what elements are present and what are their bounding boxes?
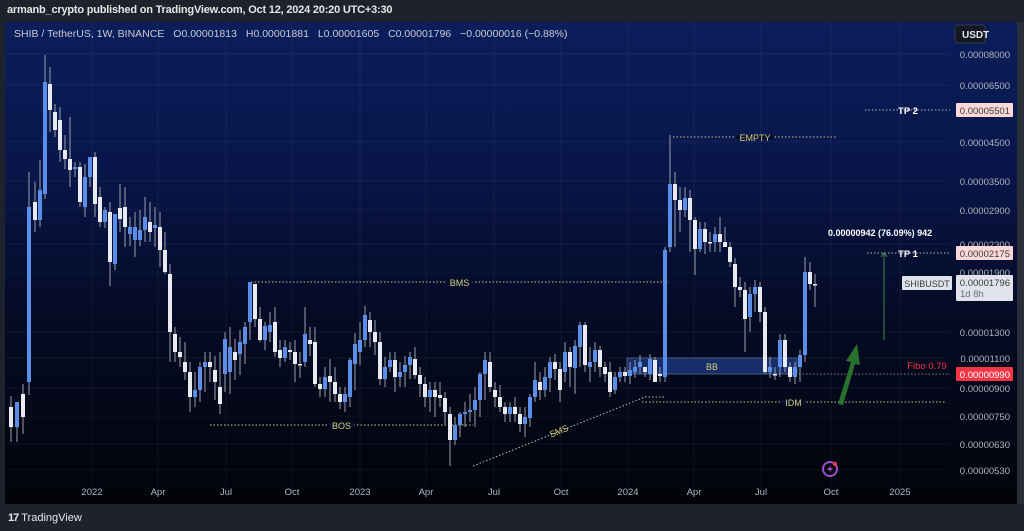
annotations-lines bbox=[210, 109, 950, 467]
tradingview-logo[interactable]: 17 TradingView bbox=[8, 512, 82, 524]
svg-text:0.00001300: 0.00001300 bbox=[960, 328, 1010, 339]
svg-text:0.00000750: 0.00000750 bbox=[960, 412, 1010, 423]
svg-text:2025: 2025 bbox=[889, 487, 910, 498]
svg-text:2024: 2024 bbox=[617, 487, 638, 498]
right-edge bbox=[1017, 22, 1024, 504]
svg-text:0.00000900: 0.00000900 bbox=[960, 384, 1010, 395]
svg-text:0.00001796: 0.00001796 bbox=[960, 278, 1010, 289]
svg-text:0.00008000: 0.00008000 bbox=[960, 50, 1010, 61]
symbol-legend: SHIB / TetherUS, 1W, BINANCE O0.00001813… bbox=[14, 28, 574, 40]
svg-text:Jul: Jul bbox=[220, 487, 232, 498]
svg-text:0.00000530: 0.00000530 bbox=[960, 466, 1010, 477]
grid-lines bbox=[5, 22, 950, 492]
svg-text:Oct: Oct bbox=[824, 487, 839, 498]
annotation-bms: BMS bbox=[450, 278, 470, 288]
svg-text:0.00006500: 0.00006500 bbox=[960, 81, 1010, 92]
candles bbox=[9, 55, 817, 466]
lightning-icon[interactable] bbox=[822, 461, 838, 477]
legend-symbol[interactable]: SHIB / TetherUS, 1W, BINANCE bbox=[14, 28, 165, 40]
svg-text:0.00005501: 0.00005501 bbox=[960, 106, 1010, 117]
svg-text:0.00001900: 0.00001900 bbox=[960, 268, 1010, 279]
svg-text:0.00002175: 0.00002175 bbox=[960, 249, 1010, 260]
legend-open: O0.00001813 bbox=[173, 28, 237, 40]
svg-text:Apr: Apr bbox=[687, 487, 702, 498]
legend-low: L0.00001605 bbox=[317, 28, 380, 40]
measure-label: 0.00000942 (76.09%) 942 bbox=[828, 228, 932, 238]
svg-text:TP 2: TP 2 bbox=[898, 106, 918, 117]
annotation-empty: EMPTY bbox=[739, 133, 770, 143]
annotation-bb: BB bbox=[706, 362, 718, 372]
chart-pane[interactable]: EMPTY BMS BOS IDM SMS BB 0.00000942 (76.09%) 9… bbox=[5, 22, 1017, 504]
svg-text:USDT: USDT bbox=[962, 30, 989, 41]
svg-text:Apr: Apr bbox=[151, 487, 166, 498]
publisher-bar: armanb_crypto published on TradingView.c… bbox=[0, 0, 1024, 22]
legend-close: C0.00001796 bbox=[388, 28, 452, 40]
annotations-labels: EMPTY BMS BOS IDM SMS BB 0.00000942 (76.09%) 9… bbox=[332, 106, 947, 440]
svg-text:2022: 2022 bbox=[81, 487, 102, 498]
up-arrow-icon bbox=[838, 344, 860, 405]
svg-text:0.00002900: 0.00002900 bbox=[960, 206, 1010, 217]
price-axis[interactable]: 0.00008000 0.00006500 0.00004500 0.00003500… bbox=[902, 50, 1013, 477]
annotation-bos: BOS bbox=[332, 421, 351, 431]
svg-text:0.00000990: 0.00000990 bbox=[960, 370, 1010, 381]
svg-text:Oct: Oct bbox=[285, 487, 300, 498]
svg-text:Apr: Apr bbox=[419, 487, 434, 498]
svg-text:0.00001100: 0.00001100 bbox=[961, 354, 1011, 365]
publisher-text: armanb_crypto published on TradingView.c… bbox=[7, 4, 393, 16]
svg-text:2023: 2023 bbox=[349, 487, 370, 498]
tradingview-logo-icon: 17 bbox=[8, 512, 19, 524]
currency-button[interactable]: USDT bbox=[954, 24, 989, 44]
svg-text:Oct: Oct bbox=[554, 487, 569, 498]
svg-text:SHIBUSDT: SHIBUSDT bbox=[904, 279, 950, 289]
svg-text:Jul: Jul bbox=[755, 487, 767, 498]
footer: 17 TradingView bbox=[0, 504, 1024, 531]
svg-text:0.00002300: 0.00002300 bbox=[960, 240, 1010, 251]
legend-change: −0.00000016 (−0.88%) bbox=[460, 28, 568, 40]
svg-text:Fibo 0.79: Fibo 0.79 bbox=[907, 361, 947, 372]
svg-text:0.00003500: 0.00003500 bbox=[960, 177, 1010, 188]
time-axis[interactable]: 2022 Apr Jul Oct 2023 Apr Jul Oct 2024 Apr Jul Oct 2… bbox=[81, 487, 910, 498]
annotation-idm: IDM bbox=[785, 398, 802, 408]
svg-text:Jul: Jul bbox=[488, 487, 500, 498]
svg-text:0.00000630: 0.00000630 bbox=[960, 440, 1010, 451]
candlestick-chart[interactable]: EMPTY BMS BOS IDM SMS BB 0.00000942 (76.09%) 9… bbox=[5, 22, 1017, 504]
svg-text:1d 8h: 1d 8h bbox=[960, 289, 984, 300]
svg-text:TP 1: TP 1 bbox=[898, 249, 919, 260]
tradingview-logo-text: TradingView bbox=[21, 512, 82, 524]
annotation-sms: SMS bbox=[548, 423, 570, 440]
legend-high: H0.00001881 bbox=[245, 28, 309, 40]
svg-text:0.00004500: 0.00004500 bbox=[960, 138, 1010, 149]
